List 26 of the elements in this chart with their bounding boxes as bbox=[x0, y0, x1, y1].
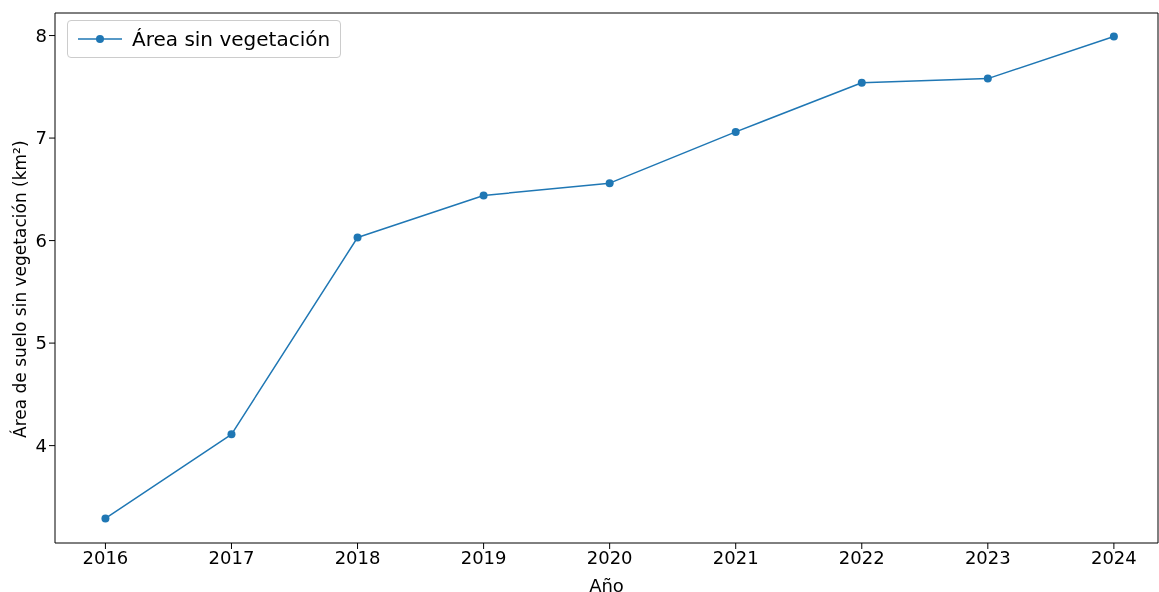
point bbox=[101, 514, 110, 523]
point bbox=[605, 179, 614, 188]
x-tick-label: 2016 bbox=[82, 546, 129, 568]
y-tick-label: 4 bbox=[35, 435, 47, 456]
y-tick-label: 6 bbox=[35, 229, 47, 251]
point bbox=[1109, 32, 1118, 41]
y-tick-label: 5 bbox=[35, 332, 47, 354]
point bbox=[353, 233, 362, 242]
point bbox=[227, 430, 236, 439]
point bbox=[983, 74, 992, 83]
y-tick-label: 8 bbox=[35, 24, 47, 46]
x-tick-label: 2019 bbox=[460, 546, 507, 568]
x-tick-label: 2023 bbox=[964, 546, 1011, 568]
point bbox=[731, 127, 740, 136]
point bbox=[857, 78, 866, 87]
legend-label: Área sin vegetación bbox=[132, 27, 331, 51]
x-tick-label: 2020 bbox=[586, 546, 633, 568]
x-tick-label: 2024 bbox=[1090, 546, 1137, 568]
y-tick-label: 7 bbox=[35, 127, 47, 149]
x-tick-label: 2017 bbox=[208, 546, 255, 568]
point bbox=[479, 191, 488, 200]
x-tick-label: 2018 bbox=[334, 546, 381, 568]
x-tick-label: 2022 bbox=[838, 546, 885, 568]
x-tick-label: 2021 bbox=[712, 546, 759, 568]
y-axis-title: Área de suelo sin vegetación (km²) bbox=[9, 140, 31, 438]
x-axis-title: Año bbox=[589, 575, 624, 592]
